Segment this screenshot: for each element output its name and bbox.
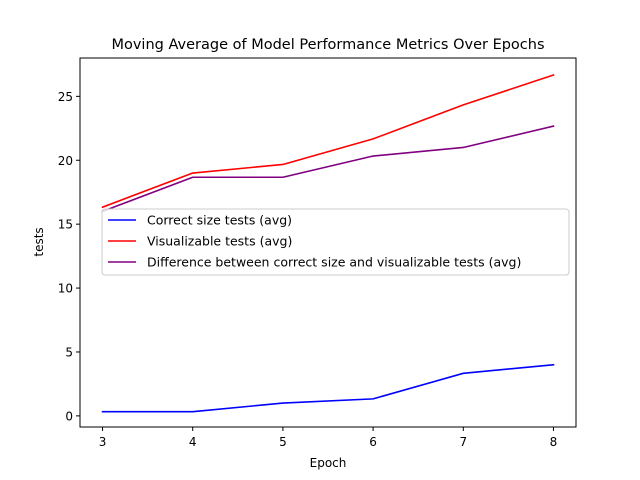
- y-tick-label: 0: [65, 409, 73, 423]
- y-tick-label: 20: [58, 154, 73, 168]
- series-layer: [101, 73, 555, 413]
- series-line-3: [101, 125, 555, 213]
- plot-frame: [79, 57, 577, 428]
- y-tick-label: 10: [58, 282, 73, 296]
- x-tick-label: 5: [279, 435, 287, 449]
- series-line-2: [101, 73, 555, 209]
- y-axis: 0 5 10 15 20 25: [58, 90, 80, 423]
- y-tick-label: 5: [65, 345, 73, 359]
- x-tick-label: 8: [550, 435, 558, 449]
- x-tick-label: 4: [189, 435, 197, 449]
- legend-label-3: Difference between correct size and visu…: [147, 255, 521, 270]
- x-axis: 3 4 5 6 7 8: [99, 427, 558, 449]
- legend: Correct size tests (avg) Visualizable tes…: [101, 208, 570, 276]
- x-tick-label: 3: [99, 435, 107, 449]
- y-tick-label: 15: [58, 218, 73, 232]
- y-axis-label: tests: [32, 227, 46, 256]
- legend-label-1: Correct size tests (avg): [147, 213, 292, 228]
- legend-label-2: Visualizable tests (avg): [147, 234, 292, 249]
- legend-box: [101, 208, 570, 276]
- x-tick-label: 6: [369, 435, 377, 449]
- x-axis-label: Epoch: [310, 456, 347, 470]
- chart-title: Moving Average of Model Performance Metr…: [111, 37, 544, 53]
- x-tick-label: 7: [459, 435, 467, 449]
- y-tick-label: 25: [58, 90, 73, 104]
- series-line-1: [101, 363, 555, 413]
